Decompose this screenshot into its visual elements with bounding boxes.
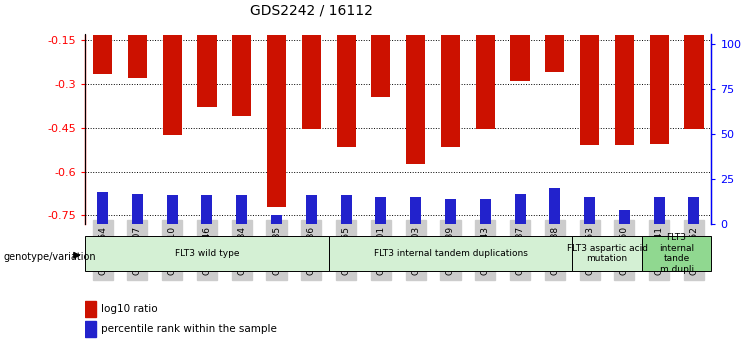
- Bar: [619, 210, 630, 224]
- Bar: [545, 0, 565, 72]
- Bar: [441, 0, 460, 147]
- Bar: [336, 0, 356, 147]
- Bar: [514, 194, 525, 224]
- Text: percentile rank within the sample: percentile rank within the sample: [101, 324, 276, 334]
- Bar: [615, 0, 634, 146]
- Bar: [572, 236, 642, 271]
- Bar: [445, 199, 456, 224]
- Text: FLT3 aspartic acid
mutation: FLT3 aspartic acid mutation: [567, 244, 648, 263]
- Bar: [329, 236, 572, 271]
- Bar: [306, 195, 317, 224]
- Bar: [642, 236, 711, 271]
- Text: FLT3 internal tandem duplications: FLT3 internal tandem duplications: [373, 249, 528, 258]
- Bar: [479, 199, 491, 224]
- Bar: [197, 0, 216, 108]
- Bar: [232, 0, 251, 116]
- Bar: [236, 195, 247, 224]
- Text: FLT3
internal
tande
m dupli: FLT3 internal tande m dupli: [659, 234, 694, 274]
- Bar: [132, 194, 143, 224]
- Bar: [341, 195, 351, 224]
- Bar: [93, 0, 112, 74]
- Bar: [271, 215, 282, 224]
- Text: log10 ratio: log10 ratio: [101, 304, 157, 314]
- Bar: [688, 197, 700, 224]
- Bar: [97, 192, 108, 224]
- Bar: [128, 0, 147, 78]
- Bar: [302, 0, 321, 129]
- Bar: [580, 0, 599, 146]
- Bar: [162, 0, 182, 135]
- Bar: [685, 0, 703, 129]
- Bar: [650, 0, 668, 144]
- Bar: [584, 197, 595, 224]
- Bar: [85, 322, 96, 337]
- Bar: [202, 195, 213, 224]
- Bar: [85, 301, 96, 317]
- Bar: [654, 197, 665, 224]
- Bar: [411, 197, 421, 224]
- Bar: [371, 0, 391, 97]
- Bar: [549, 188, 560, 224]
- Text: FLT3 wild type: FLT3 wild type: [175, 249, 239, 258]
- Bar: [267, 0, 286, 207]
- Bar: [167, 195, 178, 224]
- Bar: [476, 0, 495, 129]
- Bar: [406, 0, 425, 165]
- Bar: [85, 236, 329, 271]
- Text: genotype/variation: genotype/variation: [4, 252, 96, 262]
- Text: GDS2242 / 16112: GDS2242 / 16112: [250, 3, 373, 18]
- Bar: [511, 0, 530, 81]
- Bar: [376, 197, 386, 224]
